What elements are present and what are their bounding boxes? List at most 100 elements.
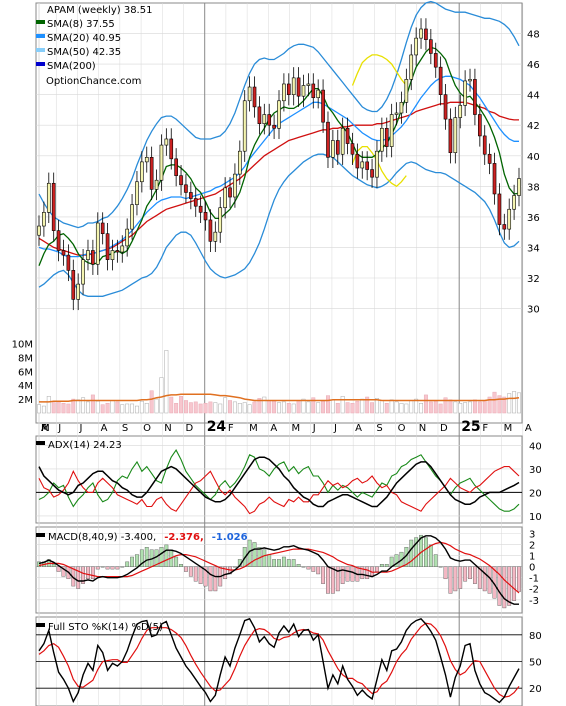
legend-swatch-sma200	[36, 62, 45, 66]
macd-histogram-bar	[384, 564, 389, 567]
macd-histogram-bar	[184, 566, 188, 572]
macd-histogram-bar	[340, 566, 345, 584]
candle-body	[218, 207, 223, 233]
month-label: J	[333, 423, 337, 434]
macd-histogram-bar	[512, 566, 517, 601]
volume-bar	[399, 403, 404, 414]
macd-histogram-bar	[213, 566, 218, 592]
month-label: D	[440, 423, 448, 434]
candle-body	[502, 224, 507, 230]
macd-histogram-bar	[502, 566, 507, 609]
volume-bar	[311, 397, 316, 414]
volume-bar	[414, 398, 419, 414]
candle-body	[497, 193, 502, 225]
macd-tick-label: 1	[529, 552, 535, 563]
macd-histogram-bar	[120, 566, 125, 568]
volume-bar	[394, 401, 399, 414]
candle-body	[507, 208, 512, 230]
candle-body	[154, 179, 159, 190]
macd-histogram-bar	[267, 554, 272, 567]
volume-bar	[487, 396, 492, 414]
volume-bar	[76, 399, 81, 414]
candle-body	[365, 161, 369, 170]
volume-bar	[286, 403, 291, 414]
candle-body	[110, 250, 115, 260]
month-label: M	[504, 423, 513, 434]
candle-body	[380, 127, 384, 152]
month-label: O	[398, 423, 406, 434]
candle-body	[144, 157, 149, 163]
month-label: D	[185, 423, 193, 434]
macd-histogram-bar	[100, 566, 105, 568]
macd-histogram-bar	[468, 566, 472, 580]
macd-histogram-bar	[139, 549, 144, 567]
price-tick-label: 48	[527, 30, 540, 41]
bollinger-lower-line	[38, 153, 520, 297]
macd-histogram-bar	[262, 549, 267, 567]
adx-legend: ADX(14) 24.23	[36, 440, 122, 451]
candle-body	[370, 169, 374, 178]
macd-histogram-bar	[51, 564, 56, 567]
volume-bar	[517, 392, 521, 414]
volume-bar	[242, 402, 247, 414]
macd-histogram-bar	[296, 564, 301, 567]
month-label: J	[57, 423, 61, 434]
macd-histogram-bar	[277, 559, 281, 567]
volume-bar	[301, 398, 306, 414]
macd-histogram-bar	[286, 559, 291, 567]
candle-body	[419, 28, 423, 39]
macd-histogram-bar	[130, 556, 134, 567]
volume-bar	[350, 403, 355, 414]
volume-bar	[502, 396, 507, 414]
macd-histogram-bar	[76, 566, 81, 589]
volume-bar	[223, 397, 228, 414]
volume-bar	[154, 398, 159, 414]
candle-body	[311, 83, 316, 99]
macd-tick-label: 0	[529, 563, 535, 574]
macd-histogram-bar	[144, 547, 149, 567]
macd-histogram-bar	[61, 566, 66, 577]
volume-bar	[193, 401, 198, 414]
candle-body	[203, 212, 208, 221]
macd-histogram-bar	[233, 566, 237, 568]
candle-body	[350, 143, 355, 155]
volume-bar	[321, 400, 326, 414]
candle-body	[208, 219, 213, 242]
price-tick-label: 44	[527, 91, 540, 102]
macd-histogram-bar	[414, 537, 419, 567]
candle-body	[512, 195, 516, 210]
adx-panel-series	[38, 449, 520, 515]
macd-tick-label: -1	[529, 574, 539, 585]
volume-tick-label: 6M	[18, 367, 33, 378]
volume-bar	[468, 401, 472, 414]
macd-tick-label: -2	[529, 585, 539, 596]
macd-histogram-bar	[360, 566, 365, 580]
candle-body	[321, 89, 325, 123]
volume-bar	[345, 402, 350, 414]
frame-adx	[35, 435, 523, 524]
macd-histogram-bar	[321, 566, 325, 584]
candle-body	[404, 79, 409, 103]
volume-bar	[51, 402, 56, 414]
volume-bar	[281, 401, 286, 414]
macd-histogram-bar	[86, 566, 90, 580]
month-label: A	[525, 423, 532, 434]
volume-bar	[134, 405, 139, 414]
candle-body	[414, 37, 418, 56]
macd-histogram-bar	[95, 566, 100, 570]
candle-body	[130, 204, 134, 230]
macd-hist-value: -1.026	[212, 532, 248, 543]
volume-bar	[262, 396, 267, 414]
adx-tick-label: 30	[529, 465, 542, 476]
candle-body	[482, 135, 487, 155]
month-label: M	[41, 423, 50, 434]
macd-histogram-bar	[306, 566, 311, 570]
month-label: N	[419, 423, 426, 434]
candle-body	[468, 79, 472, 82]
sto-legend: Full STO %K(14) %D(5)	[36, 622, 163, 633]
macd-histogram-bar	[482, 566, 487, 592]
candle-body	[228, 187, 232, 198]
macd-histogram-bar	[37, 561, 41, 567]
volume-bar	[120, 404, 125, 414]
candle-body	[291, 77, 296, 95]
